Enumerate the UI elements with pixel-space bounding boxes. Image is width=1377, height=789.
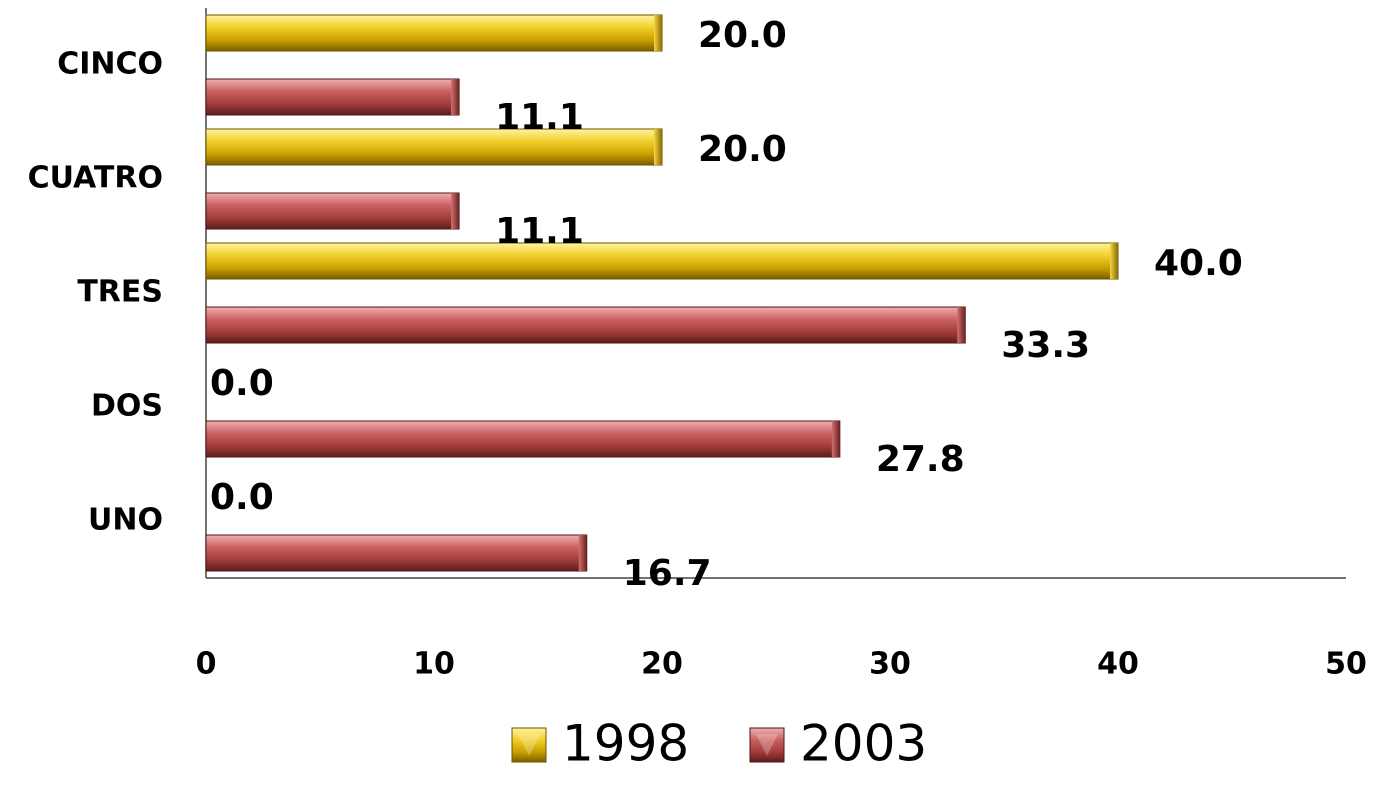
bar-2003-uno-body [205,534,588,572]
data-label-1998-cinco: 20.0 [698,15,787,56]
bar-2003-dos-cap [831,421,840,457]
x-tick-label-30: 30 [869,647,911,682]
x-axis-ticks: 0 10 20 30 40 50 [196,647,1367,682]
bar-2003-tres-cap [957,307,966,343]
bar-2003-uno [205,534,588,572]
bar-1998-tres-cap [1110,243,1118,279]
data-label-1998-cuatro: 20.0 [698,129,787,170]
bar-2003-cinco-body [205,78,460,116]
bar-1998-tres [205,242,1119,280]
legend-item-1998: 1998 [511,715,689,773]
x-tick-label-50: 50 [1325,647,1367,682]
bar-1998-cinco [205,14,663,52]
legend-label-2003: 2003 [800,715,927,773]
category-label-tres: TRES [77,275,163,310]
bar-1998-cinco-cap [654,15,662,51]
data-label-2003-dos: 27.8 [876,439,965,480]
legend-swatch-1998 [511,727,547,763]
category-label-dos: DOS [91,389,163,424]
data-label-1998-tres: 40.0 [1154,243,1243,284]
legend-item-2003: 2003 [749,715,927,773]
data-label-2003-tres: 33.3 [1001,325,1090,366]
category-label-cuatro: CUATRO [28,161,163,196]
bars [205,14,1119,572]
bar-1998-tres-body [205,242,1119,280]
bar-2003-cinco-cap [451,79,460,115]
category-labels: UNO DOS TRES CUATRO CINCO [28,47,163,538]
x-tick-label-40: 40 [1097,647,1139,682]
legend-swatch-bevel-2003 [756,734,778,756]
bar-2003-cuatro-cap [451,193,460,229]
bar-2003-dos [205,420,841,458]
data-label-1998-dos: 0.0 [210,363,274,404]
bar-1998-cuatro-cap [654,129,662,165]
legend-swatch-bevel-1998 [518,734,540,756]
category-label-cinco: CINCO [57,47,163,82]
x-tick-label-0: 0 [196,647,217,682]
bar-2003-cuatro-body [205,192,460,230]
legend: 1998 2003 [511,715,927,773]
data-label-2003-uno: 16.7 [623,553,712,594]
bar-1998-cinco-body [205,14,663,52]
x-tick-label-10: 10 [413,647,455,682]
bar-2003-uno-cap [578,535,587,571]
data-label-2003-cuatro: 11.1 [495,211,584,252]
bar-2003-dos-body [205,420,841,458]
legend-swatch-2003 [749,727,785,763]
bar-1998-cuatro-body [205,128,663,166]
bar-2003-tres [205,306,966,344]
data-labels: 0.0 16.7 0.0 27.8 40.0 33.3 20.0 11.1 20.0 11.1 [210,15,1243,594]
category-label-uno: UNO [88,503,163,538]
data-label-2003-cinco: 11.1 [495,97,584,138]
data-label-1998-uno: 0.0 [210,477,274,518]
x-tick-label-20: 20 [641,647,683,682]
bar-2003-cuatro [205,192,460,230]
bar-2003-tres-body [205,306,966,344]
bar-1998-cuatro [205,128,663,166]
bar-2003-cinco [205,78,460,116]
legend-label-1998: 1998 [562,715,689,773]
